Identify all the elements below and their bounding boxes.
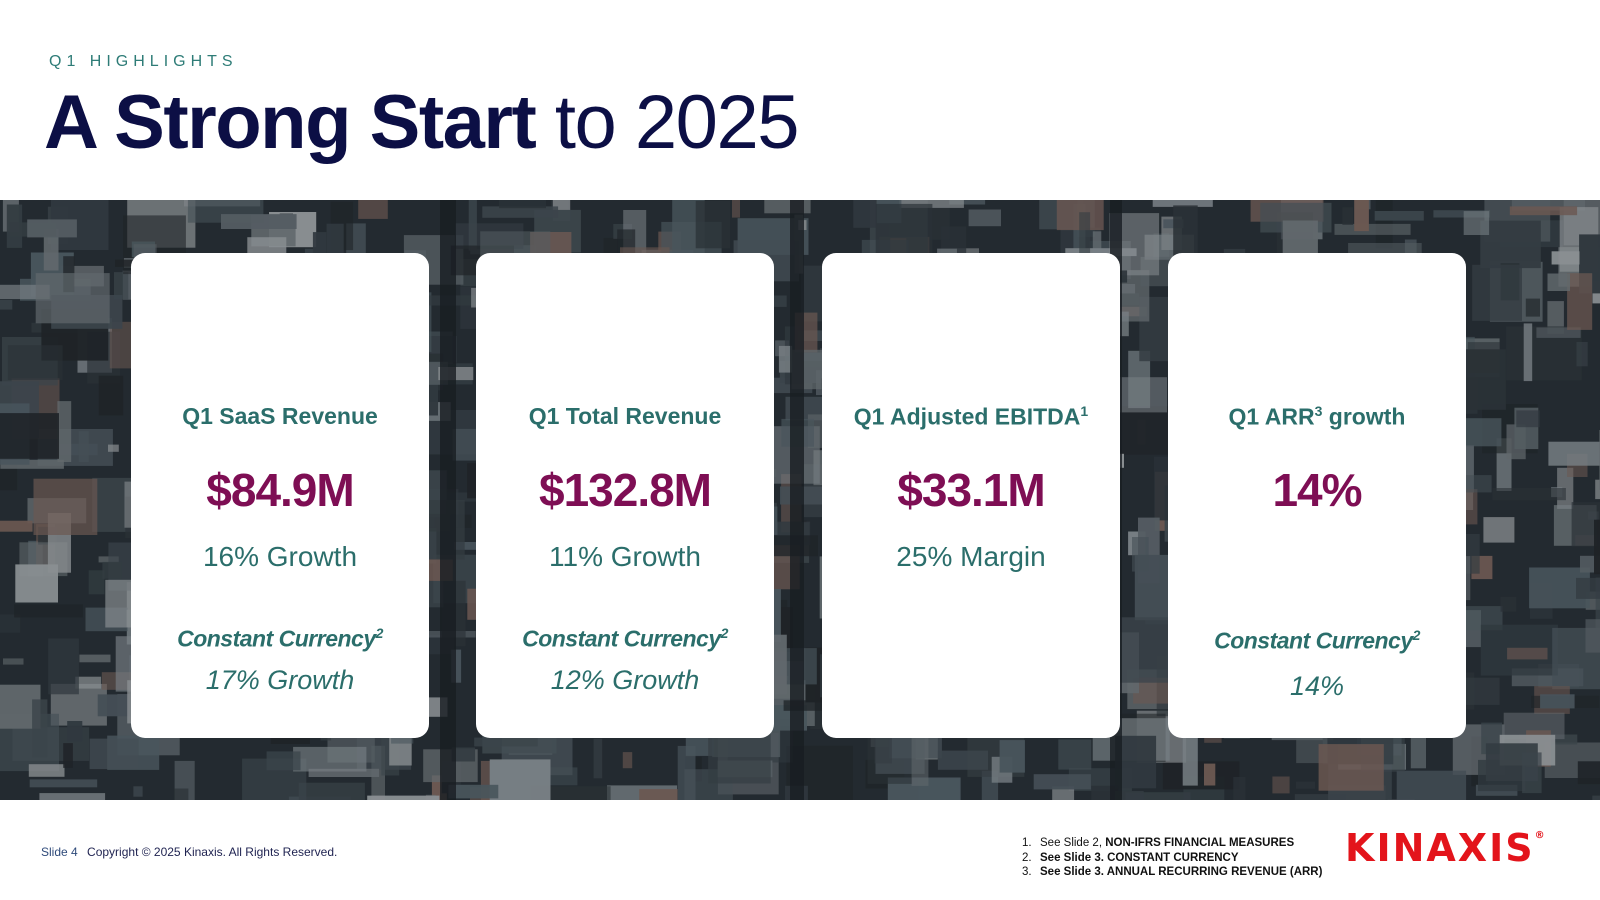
card-value: 14% <box>1272 464 1362 516</box>
footnotes: 1. See Slide 2, NON-IFRS FINANCIAL MEASUR… <box>1022 836 1322 880</box>
card-arr-growth: Q1 ARR3 growth 14% Constant Currency2 14… <box>1168 253 1466 738</box>
card-cc-label: Constant Currency2 <box>1214 627 1420 654</box>
page-title: A Strong Start to 2025 <box>44 78 800 168</box>
card-label: Q1 Adjusted EBITDA1 <box>853 403 1089 430</box>
card-cc-value: 12% Growth <box>550 665 700 695</box>
card-value: $84.9M <box>206 464 354 516</box>
card-adjusted-ebitda: Q1 Adjusted EBITDA1 $33.1M 25% Margin <box>822 253 1120 738</box>
card-label: Q1 SaaS Revenue <box>182 403 378 429</box>
card-value: $33.1M <box>897 464 1045 516</box>
card-cc-value: 14% <box>1289 671 1345 701</box>
footnote: 3. See Slide 3. ANNUAL RECURRING REVENUE … <box>1022 866 1323 878</box>
card-cc-label: Constant Currency2 <box>522 625 728 652</box>
slide-number: Slide 4 <box>41 845 78 859</box>
copyright-text: Copyright © 2025 Kinaxis. All Rights Res… <box>87 845 338 859</box>
footnote: 2. See Slide 3. CONSTANT CURRENCY <box>1022 851 1239 864</box>
card-label: Q1 ARR3 growth <box>1228 403 1406 430</box>
card-margin: 25% Margin <box>896 541 1046 572</box>
card-cc-label: Constant Currency2 <box>177 625 383 652</box>
card-value: $132.8M <box>538 464 712 516</box>
card-label: Q1 Total Revenue <box>528 403 722 429</box>
card-total-revenue: Q1 Total Revenue $132.8M 11% Growth Cons… <box>476 253 774 738</box>
kinaxis-logo: KINAXIS® <box>1345 826 1545 870</box>
title-light: to 2025 <box>535 80 800 165</box>
title-bold: A Strong Start <box>44 80 537 165</box>
eyebrow: Q1 HIGHLIGHTS <box>49 53 238 70</box>
card-growth: 16% Growth <box>202 541 358 572</box>
card-cc-value: 17% Growth <box>205 665 355 695</box>
footnote: 1. See Slide 2, NON-IFRS FINANCIAL MEASUR… <box>1022 837 1295 849</box>
card-saas-revenue: Q1 SaaS Revenue $84.9M 16% Growth Consta… <box>131 253 429 738</box>
footer-copyright: Slide 4 Copyright © 2025 Kinaxis. All Ri… <box>41 845 337 859</box>
card-growth: 11% Growth <box>549 541 701 572</box>
